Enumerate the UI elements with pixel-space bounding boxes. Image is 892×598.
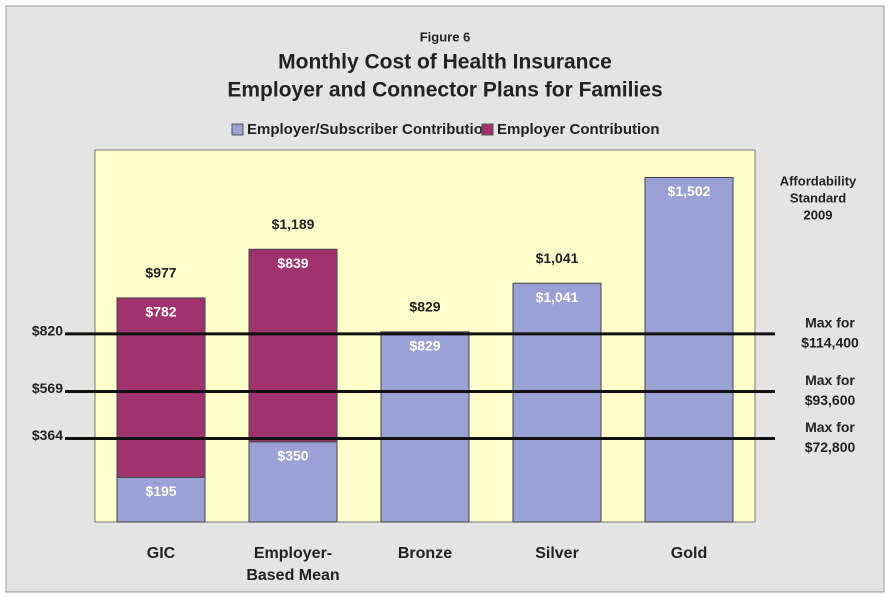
- reference-label: $364: [32, 427, 63, 443]
- bar-segment: [248, 248, 338, 443]
- legend-swatch: [231, 123, 244, 136]
- bar-segment: [248, 441, 338, 523]
- annotation: 2009: [804, 207, 833, 222]
- chart-title: Monthly Cost of Health Insurance: [278, 51, 612, 74]
- value-label: $829: [409, 338, 440, 354]
- x-tick-label: Gold: [671, 545, 707, 562]
- bar-segment: [644, 176, 734, 523]
- reference-note: Max for: [805, 419, 855, 435]
- reference-note: Max for: [805, 315, 855, 331]
- reference-note: $72,800: [805, 439, 856, 455]
- annotation: Standard: [790, 190, 846, 205]
- total-label: $1,041: [536, 250, 579, 266]
- x-tick-label: Bronze: [398, 545, 452, 562]
- value-label: $1,502: [668, 183, 711, 199]
- x-tick-label: Employer-Based Mean: [246, 545, 339, 584]
- total-label: $829: [409, 299, 440, 315]
- x-tick-label: Silver: [535, 545, 579, 562]
- legend-swatch: [481, 123, 494, 136]
- bar-segment: [512, 282, 602, 523]
- x-tick-label: GIC: [147, 545, 176, 562]
- reference-note: $114,400: [801, 335, 859, 351]
- bar-segment: [116, 297, 206, 478]
- value-label: $350: [277, 447, 308, 463]
- reference-label: $820: [32, 323, 63, 339]
- total-label: $1,189: [272, 216, 315, 232]
- bar-segment: [380, 331, 470, 523]
- chart-subtitle: Employer and Connector Plans for Familie…: [227, 79, 662, 102]
- legend-label: Employer/Subscriber Contribution: [247, 121, 492, 138]
- total-label: $977: [145, 265, 176, 281]
- figure-label: Figure 6: [420, 29, 471, 44]
- value-label: $782: [145, 304, 176, 320]
- annotation: Affordability: [780, 173, 857, 188]
- value-label: $839: [277, 255, 308, 271]
- reference-note: $93,600: [805, 392, 856, 408]
- reference-label: $569: [32, 380, 63, 396]
- legend-label: Employer Contribution: [497, 121, 660, 138]
- value-label: $1,041: [536, 289, 579, 305]
- value-label: $195: [145, 483, 176, 499]
- reference-note: Max for: [805, 372, 855, 388]
